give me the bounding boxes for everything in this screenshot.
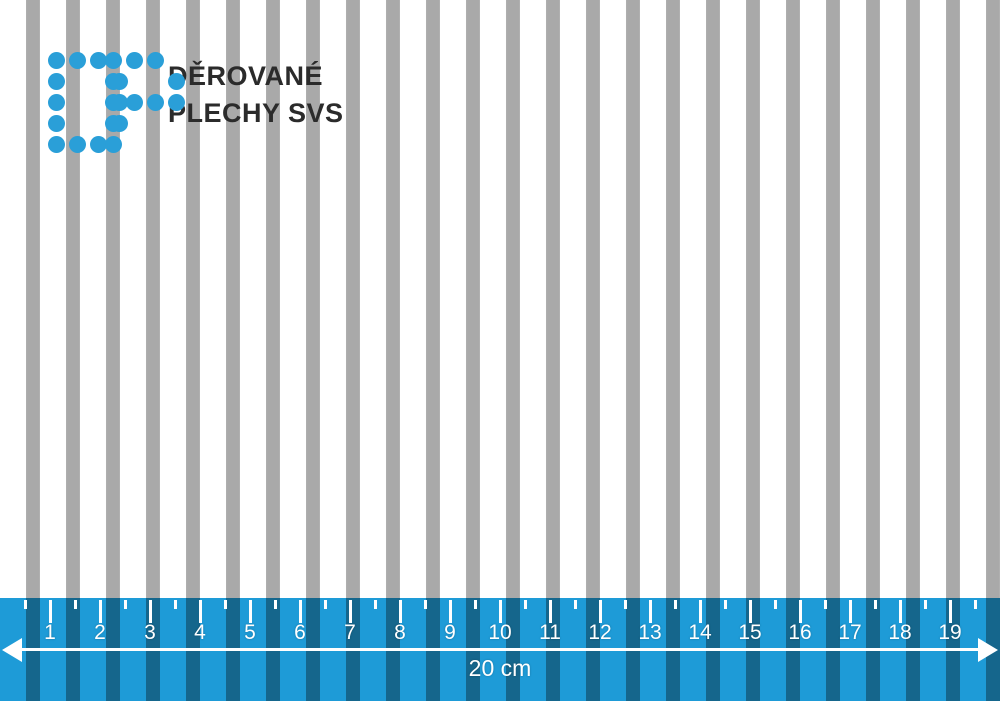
arrow-left-icon xyxy=(2,638,22,662)
logo-dot xyxy=(105,73,122,90)
ruler-minor-tick xyxy=(874,600,877,609)
ruler-major-tick xyxy=(849,600,852,623)
ruler-tick-label: 11 xyxy=(539,621,561,644)
ruler-minor-tick xyxy=(474,600,477,609)
ruler-minor-tick xyxy=(674,600,677,609)
ruler-major-tick xyxy=(699,600,702,623)
ruler-major-tick xyxy=(749,600,752,623)
logo-dot xyxy=(48,94,65,111)
brand-name: DĚROVANÉ PLECHY SVS xyxy=(168,58,344,132)
ruler-minor-tick xyxy=(74,600,77,609)
logo-dot xyxy=(90,52,107,69)
logo-dot-mark-dp-icon xyxy=(48,52,185,153)
ruler-minor-tick xyxy=(224,600,227,609)
brand-logo: DĚROVANÉ PLECHY SVS xyxy=(48,52,344,153)
ruler-tick-label: 19 xyxy=(938,621,962,644)
ruler-minor-tick xyxy=(924,600,927,609)
ruler-major-tick xyxy=(799,600,802,623)
logo-dot xyxy=(48,73,65,90)
ruler-major-tick xyxy=(49,600,52,623)
ruler-major-tick xyxy=(599,600,602,623)
logo-dot xyxy=(126,94,143,111)
ruler-minor-tick xyxy=(524,600,527,609)
ruler-minor-tick xyxy=(124,600,127,609)
logo-dot xyxy=(105,52,122,69)
brand-name-line-2: PLECHY SVS xyxy=(168,98,344,128)
logo-dot xyxy=(168,94,185,111)
ruler-major-tick xyxy=(299,600,302,623)
ruler-tick-label: 18 xyxy=(888,621,912,644)
logo-dot xyxy=(48,136,65,153)
scale-ruler: 1 2 3 4 5 6 7 8 9 10 11 12 13 14 15 16 17 18 19 20 cm xyxy=(0,598,1000,701)
logo-dot xyxy=(105,136,122,153)
ruler-tick-label: 3 xyxy=(144,621,156,644)
ruler-tick-label: 9 xyxy=(444,621,456,644)
logo-dot xyxy=(48,115,65,132)
ruler-major-tick xyxy=(199,600,202,623)
ruler-tick-label: 7 xyxy=(344,621,356,644)
ruler-tick-label: 12 xyxy=(588,621,612,644)
arrow-right-icon xyxy=(978,638,998,662)
ruler-tick-label: 14 xyxy=(688,621,712,644)
logo-dot xyxy=(48,52,65,69)
ruler-tick-label: 2 xyxy=(94,621,106,644)
ruler-minor-tick xyxy=(24,600,27,609)
ruler-ticks-and-labels: 1 2 3 4 5 6 7 8 9 10 11 12 13 14 15 16 17 18 19 xyxy=(0,598,1000,701)
ruler-major-tick xyxy=(549,600,552,623)
logo-dot xyxy=(105,94,122,111)
ruler-minor-tick xyxy=(274,600,277,609)
ruler-tick-label: 8 xyxy=(394,621,406,644)
logo-dot xyxy=(69,52,86,69)
ruler-major-tick xyxy=(899,600,902,623)
perforated-sheet-pattern xyxy=(0,0,1000,598)
ruler-minor-tick xyxy=(174,600,177,609)
logo-dot xyxy=(105,115,122,132)
ruler-major-tick xyxy=(99,600,102,623)
ruler-major-tick xyxy=(349,600,352,623)
ruler-major-tick xyxy=(249,600,252,623)
ruler-minor-tick xyxy=(974,600,977,609)
ruler-major-tick xyxy=(399,600,402,623)
ruler-major-tick xyxy=(449,600,452,623)
ruler-tick-label: 13 xyxy=(638,621,662,644)
ruler-tick-label: 15 xyxy=(738,621,762,644)
ruler-minor-tick xyxy=(824,600,827,609)
logo-dot xyxy=(147,52,164,69)
logo-dot xyxy=(90,136,107,153)
logo-dot xyxy=(147,94,164,111)
ruler-major-tick xyxy=(149,600,152,623)
logo-dot xyxy=(126,52,143,69)
ruler-tick-label: 5 xyxy=(244,621,256,644)
ruler-tick-label: 4 xyxy=(194,621,206,644)
logo-dot xyxy=(168,73,185,90)
ruler-major-tick xyxy=(649,600,652,623)
measure-length-label: 20 cm xyxy=(468,655,532,681)
logo-dot xyxy=(69,136,86,153)
ruler-minor-tick xyxy=(574,600,577,609)
ruler-tick-label: 6 xyxy=(294,621,306,644)
ruler-tick-label: 10 xyxy=(488,621,512,644)
ruler-tick-label: 1 xyxy=(44,621,56,644)
ruler-minor-tick xyxy=(324,600,327,609)
ruler-minor-tick xyxy=(424,600,427,609)
ruler-major-tick xyxy=(499,600,502,623)
ruler-tick-label: 16 xyxy=(788,621,812,644)
ruler-minor-tick xyxy=(624,600,627,609)
ruler-minor-tick xyxy=(374,600,377,609)
ruler-tick-label: 17 xyxy=(838,621,862,644)
ruler-minor-tick xyxy=(724,600,727,609)
measure-arrow-line xyxy=(14,648,986,651)
ruler-minor-tick xyxy=(774,600,777,609)
brand-name-line-1: DĚROVANÉ xyxy=(168,61,324,91)
ruler-major-tick xyxy=(949,600,952,623)
